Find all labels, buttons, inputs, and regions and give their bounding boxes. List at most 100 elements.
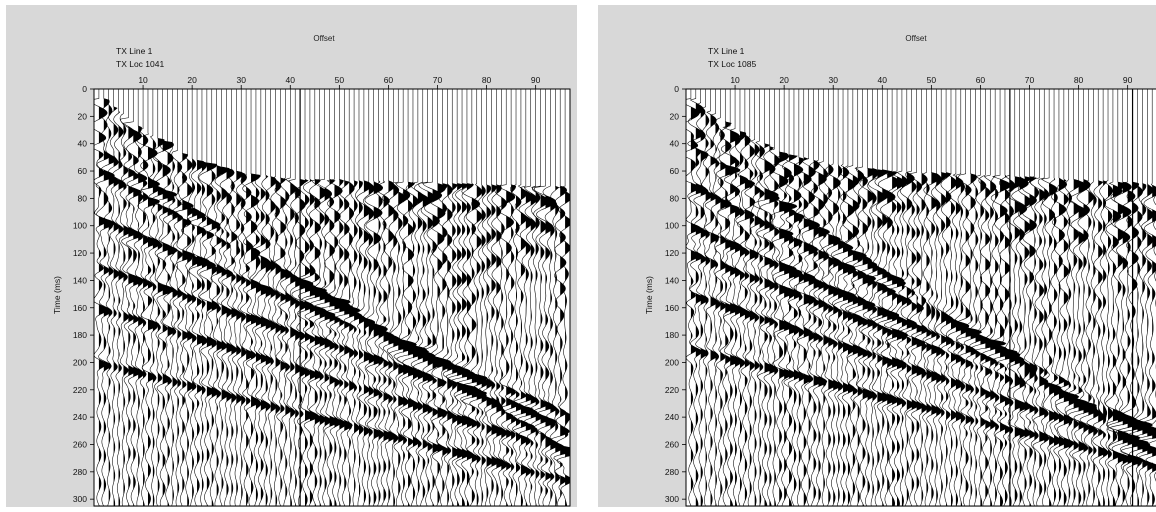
trace-wiggle: [188, 89, 210, 506]
trace-wiggle: [931, 89, 943, 506]
trace-wiggle: [778, 89, 803, 506]
trace-wiggle: [355, 89, 367, 506]
x-tick-label: 10: [730, 75, 740, 85]
trace-wiggle: [954, 89, 970, 506]
trace-fill: [867, 89, 877, 506]
trace-fill: [1019, 89, 1029, 506]
trace-wiggle: [171, 89, 184, 506]
trace-fill: [530, 89, 540, 506]
trace-fill: [715, 89, 722, 506]
seismic-chart-right: Offset TX Line 1 TX Loc 1085 Time (ms) 1…: [644, 34, 1156, 507]
x-tick-label: 90: [531, 75, 541, 85]
trace-wiggle: [1011, 89, 1029, 506]
trace-fill: [744, 89, 755, 506]
trace-wiggle: [996, 89, 1021, 506]
trace-wiggle: [388, 89, 417, 506]
trace-fill: [182, 89, 195, 506]
trace-wiggle: [95, 89, 116, 506]
trace-fill: [946, 89, 954, 506]
y-tick-label: 140: [73, 275, 87, 285]
trace-wiggle: [171, 89, 195, 506]
trace-wiggle: [819, 89, 841, 506]
trace-fill: [236, 89, 243, 506]
trace-wiggle: [270, 89, 282, 506]
trace-wiggle: [396, 89, 428, 506]
trace-fill: [1142, 89, 1156, 506]
trace-wiggle: [226, 89, 239, 506]
trace-wiggle: [1132, 89, 1156, 506]
trace-fill: [1137, 89, 1150, 506]
y-tick-label: 160: [665, 303, 679, 313]
y-tick-label: 180: [73, 330, 87, 340]
trace-wiggle: [236, 89, 247, 506]
trace-wiggle: [987, 89, 1008, 506]
trace-wiggle: [421, 89, 447, 506]
trace-wiggle: [288, 89, 305, 506]
trace-wiggle: [325, 89, 351, 506]
trace-wiggle: [882, 89, 905, 506]
y-tick-label: 0: [674, 84, 679, 94]
trace-wiggle: [148, 89, 161, 506]
y-tick-label: 40: [78, 139, 88, 149]
trace-fill: [398, 89, 417, 506]
trace-wiggle: [1103, 89, 1114, 506]
trace-wiggle: [373, 89, 387, 506]
trace-wiggle: [441, 89, 457, 506]
trace-fill: [1112, 89, 1127, 506]
trace-wiggle: [793, 89, 816, 506]
trace-fill: [172, 89, 179, 506]
x-tick-label: 80: [1074, 75, 1084, 85]
y-tick-label: 220: [665, 385, 679, 395]
trace-wiggle: [108, 89, 120, 506]
trace-wiggle: [728, 89, 743, 506]
y-tick-label: 20: [670, 111, 680, 121]
trace-fill: [1083, 89, 1097, 506]
y-tick-label: 40: [670, 139, 680, 149]
trace-wiggle: [160, 89, 178, 506]
trace-fill: [1039, 89, 1049, 506]
trace-fill: [901, 89, 909, 506]
y-tick-label: 100: [665, 221, 679, 231]
trace-fill: [931, 89, 941, 506]
trace-wiggle: [393, 89, 418, 506]
y-tick-label: 220: [73, 385, 87, 395]
trace-wiggle: [1028, 89, 1040, 506]
trace-fill: [216, 89, 225, 506]
trace-fill: [906, 89, 917, 506]
trace-wiggle: [768, 89, 781, 506]
seismic-panel-right: Offset TX Line 1 TX Loc 1085 Time (ms) 1…: [598, 5, 1156, 507]
trace-wiggle: [418, 89, 438, 506]
trace-fill: [1063, 89, 1079, 506]
trace-fill: [123, 89, 131, 506]
trace-wiggle: [386, 89, 404, 506]
trace-wiggle: [909, 89, 926, 506]
trace-fill: [759, 89, 766, 506]
trace-wiggle: [873, 89, 892, 506]
y-tick-label: 100: [73, 221, 87, 231]
trace-wiggle: [940, 89, 954, 506]
trace-fill: [363, 89, 375, 506]
trace-wiggle: [494, 89, 508, 506]
y-tick-label: 140: [665, 275, 679, 285]
trace-wiggle: [866, 89, 880, 506]
trace-wiggle: [921, 89, 933, 506]
trace-fill: [995, 89, 1008, 506]
traces-group: [94, 89, 570, 506]
trace-fill: [260, 89, 273, 506]
trace-wiggle: [755, 89, 766, 506]
trace-wiggle: [825, 89, 842, 506]
x-tick-label: 40: [286, 75, 296, 85]
trace-fill: [754, 89, 763, 506]
trace-fill: [226, 89, 235, 506]
trace-fill: [334, 89, 350, 506]
trace-fill: [285, 89, 293, 506]
trace-wiggle: [736, 89, 756, 506]
trace-wiggle: [713, 89, 731, 506]
trace-wiggle: [259, 89, 274, 506]
trace-wiggle: [450, 89, 478, 506]
trace-fill: [481, 89, 489, 506]
x-tick-label: 80: [482, 75, 492, 85]
trace-wiggle: [490, 89, 506, 506]
x-tick-label: 70: [1025, 75, 1035, 85]
y-tick-label: 180: [665, 330, 679, 340]
